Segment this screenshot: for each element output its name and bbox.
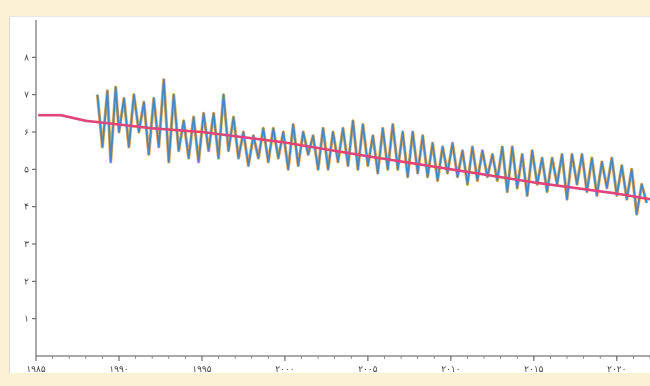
y-tick-label-1: ۲ — [24, 277, 29, 287]
x-tick-label-7: ۲۰۲۰ — [607, 365, 626, 375]
plot-panel — [9, 16, 650, 373]
x-tick-label-3: ۲۰۰۰ — [275, 365, 294, 375]
series-monthly-line — [96, 78, 648, 215]
x-tick-label-2: ۱۹۹۵ — [192, 365, 212, 375]
y-tick-label-5: ۶ — [24, 128, 29, 138]
x-tick-label-0: ۱۹۸۵ — [26, 365, 46, 375]
y-tick-label-7: ۸ — [24, 53, 29, 63]
x-tick-label-4: ۲۰۰۵ — [358, 365, 378, 375]
y-tick-label-3: ۴ — [24, 203, 29, 213]
x-tick-label-1: ۱۹۹۰ — [109, 365, 128, 375]
y-tick-label-4: ۵ — [24, 165, 29, 175]
y-tick-label-6: ۷ — [24, 91, 29, 101]
x-tick-label-5: ۲۰۱۰ — [441, 365, 460, 375]
series-trend-line — [38, 113, 650, 201]
x-tick-label-6: ۲۰۱۵ — [524, 365, 544, 375]
y-tick-label-0: ۱ — [24, 315, 29, 325]
y-tick-label-2: ۳ — [24, 240, 29, 250]
